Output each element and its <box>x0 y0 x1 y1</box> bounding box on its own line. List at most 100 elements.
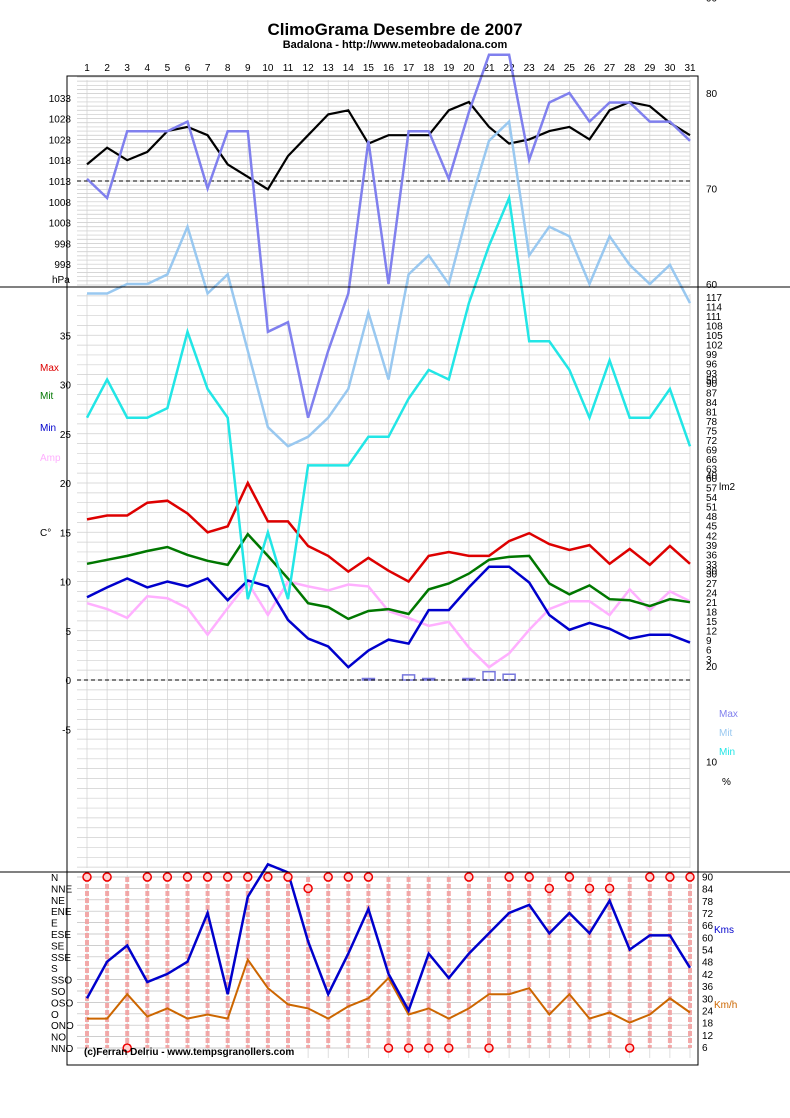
temperature-y-label: C° <box>40 528 51 539</box>
rain-axis-label: lm2 <box>719 482 736 493</box>
wind-direction-tick-label: NNO <box>51 1044 73 1055</box>
day-tick-label: 7 <box>205 63 211 74</box>
gust-series-line <box>87 957 691 1024</box>
humidity-tick-label: 50 <box>706 376 718 387</box>
dominant-wind-marker <box>444 1043 454 1053</box>
wind-direction-tick-label: SSE <box>51 953 71 964</box>
wind-speed-tick-label: 6 <box>702 1043 708 1054</box>
mit-series-line <box>86 532 691 621</box>
wind-direction-tick-label: SO <box>51 987 66 998</box>
rain-tick-label: 102 <box>706 341 723 352</box>
humidity-tick-label: 10 <box>706 758 718 769</box>
legend-max-label: Max <box>40 363 59 374</box>
dominant-wind-marker <box>202 872 213 882</box>
temperature-tick-label: 0 <box>65 676 71 687</box>
wind-speed-tick-label: 60 <box>702 933 714 944</box>
pressure-tick-label: 1018 <box>49 156 72 167</box>
rain-tick-label: 108 <box>706 322 723 333</box>
chart-title: ClimoGrama Desembre de 2007 <box>267 20 523 39</box>
rain-tick-label: 117 <box>706 293 722 304</box>
rain-tick-label: 63 <box>706 465 718 476</box>
dominant-wind-marker <box>403 1043 414 1053</box>
day-tick-label: 29 <box>644 63 656 74</box>
day-tick-label: 12 <box>303 63 315 74</box>
rain-bar <box>462 677 476 681</box>
day-tick-label: 10 <box>262 63 274 74</box>
dominant-wind-marker <box>464 872 474 882</box>
dominant-wind-marker <box>544 883 555 894</box>
rain-tick-label: 18 <box>706 607 718 618</box>
wind-speed-tick-label: 30 <box>702 994 714 1005</box>
pressure-series-line <box>86 100 691 191</box>
hum-legend-min: Min <box>719 747 735 758</box>
wind-speed-tick-label: 24 <box>702 1006 714 1017</box>
wind-kmh-label: Km/h <box>714 1000 737 1011</box>
dominant-wind-marker <box>323 872 333 882</box>
temperature-tick-label: 30 <box>60 381 72 392</box>
dominant-wind-marker <box>222 872 233 882</box>
wind-direction-tick-label: SSO <box>51 976 72 987</box>
rain-tick-label: 39 <box>706 541 718 552</box>
pressure-tick-label: 1023 <box>49 135 72 146</box>
wind-speed-tick-label: 84 <box>702 885 714 896</box>
credit-text: (c)Ferran Delriu - www.tempsgranollers.c… <box>84 1047 294 1058</box>
wind-direction-tick-label: OSO <box>51 998 73 1009</box>
day-axis-labels: 1 2 3 4 5 6 7 8 9 10 11 12 13 14 15 16 17 18 19 20 21 22 23 24 2… <box>84 63 696 74</box>
rain-tick-label: 48 <box>706 512 718 523</box>
dominant-wind-marker <box>564 872 575 882</box>
humidity-tick-label: 70 <box>706 185 718 196</box>
rain-tick-label: 99 <box>706 350 718 361</box>
rain-tick-label: 60 <box>706 474 718 485</box>
humidity-tick-label: 30 <box>706 567 718 578</box>
wind-kms-label: Kms <box>714 925 734 936</box>
day-tick-label: 17 <box>403 63 415 74</box>
dominant-wind-marker <box>363 872 374 882</box>
dominant-wind-marker <box>484 1043 494 1053</box>
humidity-tick-label: 60 <box>706 280 718 291</box>
dominant-wind-marker <box>162 872 173 882</box>
humidity-unit-label: % <box>722 777 731 788</box>
rain-tick-label: 84 <box>706 398 718 409</box>
dominant-wind-marker <box>524 872 534 882</box>
day-tick-label: 6 <box>185 63 191 74</box>
dominant-wind-marker <box>343 872 354 882</box>
wind-speed-tick-label: 12 <box>702 1031 714 1042</box>
day-tick-label: 13 <box>323 63 335 74</box>
dominant-wind-marker <box>122 1043 132 1053</box>
amp-series-line <box>86 580 691 669</box>
dominant-wind-marker <box>303 883 313 894</box>
day-tick-label: 15 <box>363 63 375 74</box>
wind-speed-tick-label: 78 <box>702 897 714 908</box>
rain-tick-label: 33 <box>706 560 718 571</box>
wind-speed-tick-label: 36 <box>702 982 714 993</box>
day-tick-label: 9 <box>245 63 251 74</box>
rain-tick-label: 93 <box>706 369 718 380</box>
rain-tick-label: 6 <box>706 646 712 657</box>
rain-tick-label: 105 <box>706 331 723 342</box>
rain-tick-label: 30 <box>706 569 718 580</box>
wind-direction-tick-label: ONO <box>51 1021 74 1032</box>
day-tick-label: 19 <box>443 63 455 74</box>
rain-tick-label: 57 <box>706 484 718 495</box>
day-tick-label: 14 <box>343 63 355 74</box>
rain-tick-label: 78 <box>706 417 718 428</box>
rain-tick-label: 21 <box>706 598 718 609</box>
wind-direction-tick-label: NNE <box>51 884 72 895</box>
day-tick-label: 16 <box>383 63 395 74</box>
day-tick-label: 30 <box>664 63 676 74</box>
dominant-wind-marker <box>604 883 615 894</box>
day-tick-label: 22 <box>504 63 516 74</box>
humidity-tick-label: 20 <box>706 662 718 673</box>
rain-tick-label: 90 <box>706 379 718 390</box>
rain-tick-label: 54 <box>706 493 718 504</box>
rain-tick-label: 3 <box>706 655 712 666</box>
wind-direction-tick-label: N <box>51 873 58 884</box>
day-tick-label: 21 <box>483 63 495 74</box>
rain-tick-label: 45 <box>706 522 718 533</box>
rain-tick-label: 72 <box>706 436 718 447</box>
day-tick-label: 11 <box>283 63 294 74</box>
wind-direction-tick-label: S <box>51 964 58 975</box>
dominant-wind-marker <box>102 872 112 882</box>
